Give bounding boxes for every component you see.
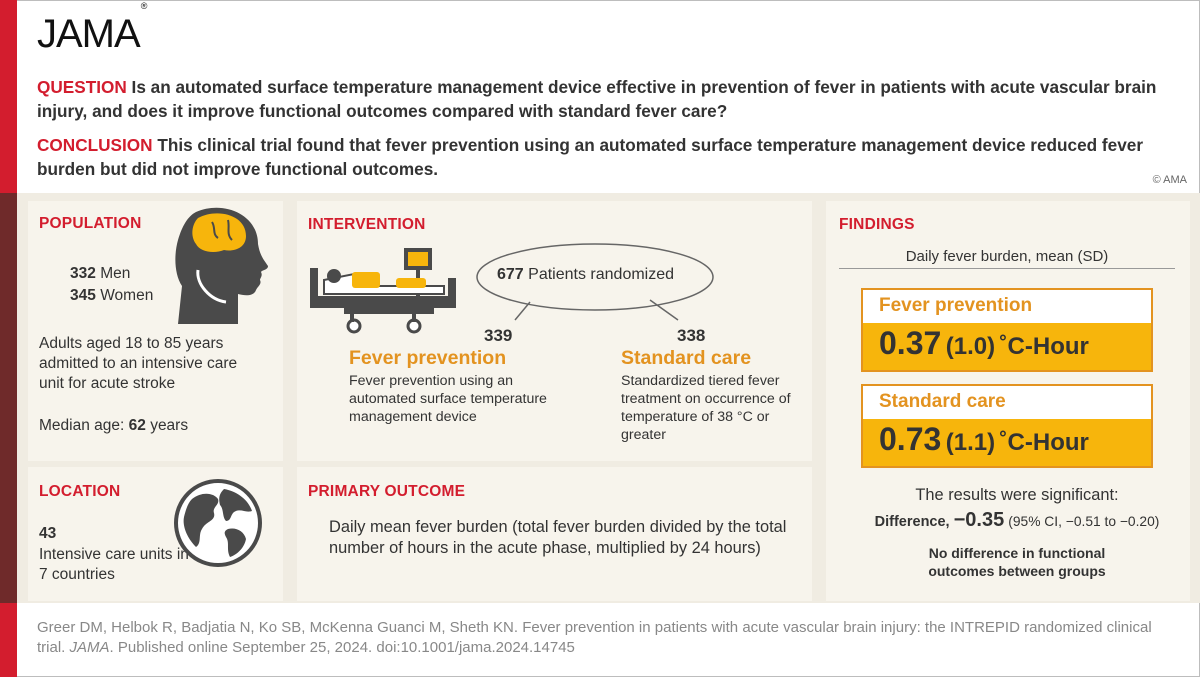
question-text: Is an automated surface temperature mana… (37, 77, 1157, 121)
jama-logo: JAMA® (37, 0, 147, 56)
left-accent-bar (0, 0, 17, 677)
findings-divider (839, 268, 1175, 269)
hospital-bed-icon (310, 248, 456, 334)
fever-prevention-result-label: Fever prevention (863, 290, 1151, 323)
primary-outcome-box (297, 467, 812, 601)
standard-care-result-value: 0.73 (1.1) ˚C-Hour (863, 419, 1151, 466)
conclusion-block: CONCLUSION This clinical trial found tha… (37, 133, 1157, 181)
globe-icon (174, 479, 262, 567)
randomized-ellipse (476, 243, 714, 311)
randomization-branches (514, 299, 679, 321)
primary-outcome-heading: PRIMARY OUTCOME (308, 483, 466, 500)
randomized-count: 677 Patients randomized (497, 266, 675, 283)
citation-journal: JAMA (69, 639, 110, 656)
functional-outcome-note: No difference in functional outcomes bet… (928, 545, 1106, 579)
arm1-description: Fever prevention using an automated surf… (349, 373, 547, 425)
question-block: QUESTION Is an automated surface tempera… (37, 75, 1157, 123)
location-description: Intensive care units in 7 countries (39, 546, 189, 583)
population-heading: POPULATION (39, 215, 142, 232)
findings-heading: FINDINGS (839, 216, 915, 233)
arm2-count: 338 (677, 326, 706, 345)
standard-care-result-label: Standard care (863, 386, 1151, 419)
citation-line2: . Published online September 25, 2024. d… (109, 639, 575, 656)
primary-outcome-text: Daily mean fever burden (total fever bur… (329, 518, 787, 557)
copyright: © AMA (1152, 174, 1187, 186)
significance-text: The results were significant: (915, 486, 1119, 504)
fever-prevention-result: Fever prevention 0.37 (1.0) ˚C-Hour (861, 288, 1153, 372)
location-heading: LOCATION (39, 483, 121, 500)
intervention-box (297, 201, 812, 461)
question-label: QUESTION (37, 77, 127, 97)
fever-prevention-result-value: 0.37 (1.0) ˚C-Hour (863, 323, 1151, 370)
arm1-name: Fever prevention (349, 347, 507, 369)
standard-care-result: Standard care 0.73 (1.1) ˚C-Hour (861, 384, 1153, 468)
findings-subheading: Daily fever burden, mean (SD) (905, 248, 1109, 265)
arm2-name: Standard care (621, 347, 752, 369)
population-men: 332 Men (70, 265, 131, 282)
arm1-count: 339 (484, 326, 513, 345)
intervention-heading: INTERVENTION (308, 216, 426, 233)
location-count: 43 (39, 525, 57, 542)
population-description: Adults aged 18 to 85 years admitted to a… (39, 335, 238, 392)
arm2-description: Standardized tiered fever treatment on o… (621, 373, 791, 443)
population-women: 345 Women (70, 287, 154, 304)
citation-line1: Greer DM, Helbok R, Badjatia N, Ko SB, M… (37, 619, 1152, 656)
conclusion-label: CONCLUSION (37, 135, 153, 155)
conclusion-text: This clinical trial found that fever pre… (37, 135, 1144, 179)
median-age: Median age: 62 years (39, 417, 189, 434)
left-accent-bar-dark (0, 193, 17, 603)
difference-line: Difference, −0.35 (95% CI, −0.51 to −0.2… (874, 509, 1160, 531)
citation: Greer DM, Helbok R, Badjatia N, Ko SB, M… (37, 618, 1177, 658)
head-profile-icon (175, 207, 268, 324)
